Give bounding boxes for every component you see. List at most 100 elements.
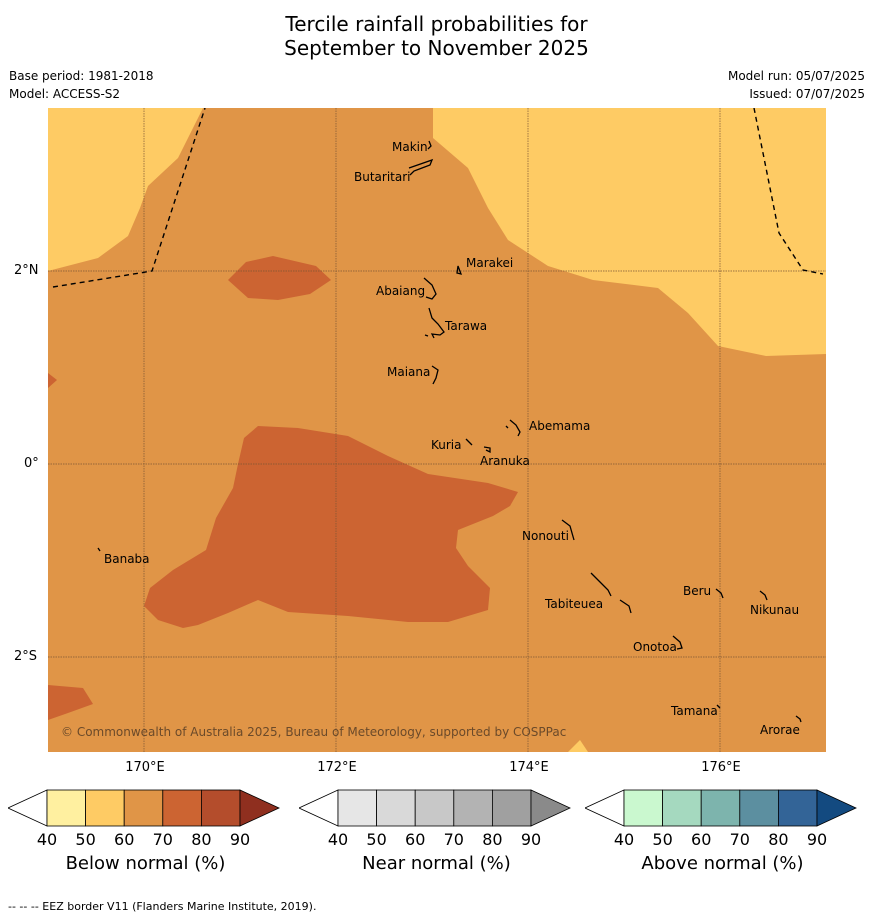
near-swatch-0: [337, 789, 377, 827]
label-aranuka: Aranuka: [480, 454, 530, 468]
copyright-credit: © Commonwealth of Australia 2025, Bureau…: [61, 725, 566, 739]
title-line-2: September to November 2025: [284, 36, 589, 60]
below-swatch-4: [200, 789, 241, 827]
above-arrow-low: [584, 789, 625, 827]
above-tick-70: 70: [730, 830, 750, 848]
island-maiana: [431, 365, 439, 385]
region-70-80-central: [144, 426, 518, 628]
above-normal-title: Above normal (%): [641, 853, 804, 874]
label-nikunau: Nikunau: [750, 603, 799, 617]
island-tabiteuea-north: [590, 572, 612, 597]
above-arrow-high: [816, 789, 857, 827]
meta-left: Base period: 1981-2018 Model: ACCESS-S2: [9, 67, 154, 103]
issued-date: Issued: 07/07/2025: [749, 87, 865, 101]
region-50-60-northwest: [48, 108, 203, 271]
island-tamana: [716, 704, 721, 709]
below-swatch-3: [162, 789, 202, 827]
near-tick-80: 80: [482, 830, 502, 848]
colorbar-near-svg: 40 50 60 70 80 90: [298, 789, 571, 849]
map-title: Tercile rainfall probabilities for Septe…: [0, 12, 873, 60]
island-nikunau: [759, 590, 768, 601]
region-70-80-north: [228, 256, 331, 300]
island-kuria: [465, 438, 473, 446]
above-swatch-2: [700, 789, 741, 827]
island-butaritari: [408, 158, 434, 176]
label-arorae: Arorae: [760, 723, 800, 737]
near-tick-90: 90: [521, 830, 541, 848]
lon-label-170e: 170°E: [125, 760, 165, 775]
colorbar-near-normal: 40 50 60 70 80 90: [298, 788, 574, 852]
meta-right: Model run: 05/07/2025 Issued: 07/07/2025: [728, 67, 865, 103]
island-beru: [715, 588, 724, 599]
island-onotoa: [672, 635, 683, 650]
above-tick-80: 80: [768, 830, 788, 848]
island-tarawa-west: [424, 334, 429, 337]
above-ticks: 40 50 60 70 80 90: [614, 830, 827, 849]
near-normal-title: Near normal (%): [362, 853, 511, 874]
below-tick-40: 40: [37, 830, 57, 848]
graticule: [48, 108, 826, 752]
island-nonouti: [561, 519, 575, 541]
island-abaiang: [423, 277, 437, 300]
label-abemama: Abemama: [529, 419, 590, 433]
label-marakei: Marakei: [466, 256, 513, 270]
eez-footnote: -- -- -- EEZ border V11 (Flanders Marine…: [8, 900, 317, 913]
eez-border-east: [753, 108, 824, 275]
label-kuria: Kuria: [431, 438, 462, 452]
lon-label-176e: 176°E: [701, 760, 741, 775]
near-swatch-1: [376, 789, 416, 827]
lat-label-0: 0°: [24, 456, 39, 471]
below-tick-50: 50: [75, 830, 95, 848]
below-swatches: [46, 789, 241, 827]
island-makin: [427, 140, 432, 150]
above-swatch-0: [623, 789, 663, 827]
above-swatches: [623, 789, 818, 827]
eez-border: [52, 108, 824, 288]
above-swatch-4: [777, 789, 818, 827]
below-swatch-0: [46, 789, 86, 827]
label-butaritari: Butaritari: [354, 170, 411, 184]
island-abemama: [509, 419, 521, 437]
label-onotoa: Onotoa: [633, 640, 677, 654]
colorbar-above-normal: 40 50 60 70 80 90: [584, 788, 860, 852]
model-name: Model: ACCESS-S2: [9, 87, 121, 101]
lon-label-174e: 174°E: [509, 760, 549, 775]
above-tick-60: 60: [691, 830, 711, 848]
lon-label-172e: 172°E: [317, 760, 357, 775]
below-arrow-high: [239, 789, 280, 827]
near-swatch-3: [453, 789, 493, 827]
near-tick-60: 60: [405, 830, 425, 848]
base-period: Base period: 1981-2018: [9, 69, 154, 83]
below-swatch-1: [85, 789, 125, 827]
island-tarawa: [428, 307, 445, 339]
probability-map: Makin Butaritari Marakei Abaiang Tarawa …: [48, 108, 826, 752]
title-line-1: Tercile rainfall probabilities for: [285, 12, 588, 36]
near-tick-50: 50: [366, 830, 386, 848]
above-tick-40: 40: [614, 830, 634, 848]
label-tabiteuea: Tabiteuea: [544, 597, 603, 611]
below-ticks: 40 50 60 70 80 90: [37, 830, 250, 849]
colorbar-below-svg: 40 50 60 70 80 90: [7, 789, 280, 849]
label-beru: Beru: [683, 584, 711, 598]
island-aranuka: [483, 446, 491, 454]
above-tick-90: 90: [807, 830, 827, 848]
above-swatch-3: [739, 789, 779, 827]
label-tarawa: Tarawa: [444, 319, 487, 333]
near-swatches: [337, 789, 532, 827]
below-tick-90: 90: [230, 830, 250, 848]
island-banaba: [97, 547, 101, 552]
label-abaiang: Abaiang: [376, 284, 425, 298]
near-swatch-2: [414, 789, 455, 827]
eez-border-west: [52, 108, 206, 288]
above-tick-50: 50: [652, 830, 672, 848]
place-labels: Makin Butaritari Marakei Abaiang Tarawa …: [104, 140, 800, 737]
island-marakei: [456, 265, 463, 275]
below-tick-60: 60: [114, 830, 134, 848]
label-maiana: Maiana: [387, 365, 430, 379]
near-tick-70: 70: [444, 830, 464, 848]
label-nonouti: Nonouti: [522, 529, 569, 543]
below-swatch-2: [123, 789, 164, 827]
island-tabiteuea-south: [619, 599, 632, 614]
near-arrow-high: [530, 789, 571, 827]
near-swatch-4: [491, 789, 532, 827]
